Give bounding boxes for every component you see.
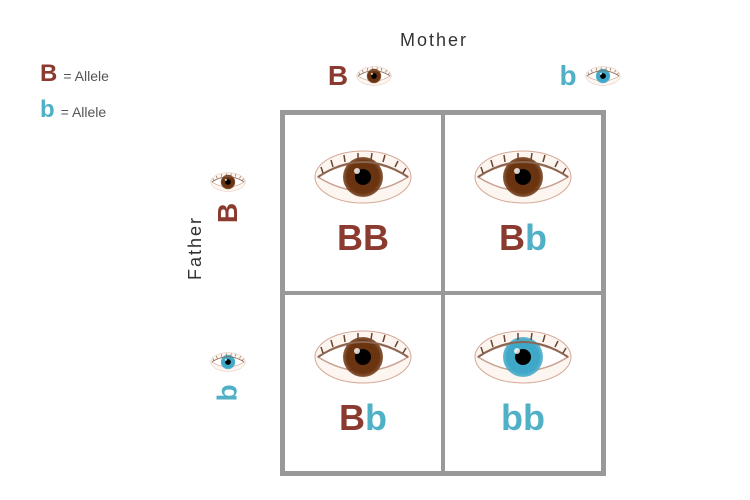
allele-letter: b [559, 60, 576, 92]
genotype-label: Bb [339, 397, 387, 439]
allele-letter: b [212, 384, 244, 401]
eye-icon [468, 327, 578, 387]
allele-legend: B = Allele b = Allele [40, 60, 109, 132]
eye-icon [210, 171, 246, 193]
legend-dominant-letter: B [40, 60, 57, 88]
eye-icon [585, 65, 621, 87]
genotype-label: BB [337, 217, 389, 259]
mother-allele: b [510, 60, 670, 92]
allele-letter: B [328, 60, 348, 92]
father-label: Father [185, 216, 206, 280]
genotype-label: Bb [499, 217, 547, 259]
mother-alleles-row: B b [280, 60, 670, 92]
punnett-cell: bb [443, 293, 603, 473]
mother-allele: B [280, 60, 440, 92]
legend-dominant-text: = Allele [63, 68, 109, 84]
father-alleles-column: B b [210, 110, 246, 470]
father-allele: b [210, 290, 246, 470]
genotype-label: bb [501, 397, 545, 439]
punnett-cell: Bb [443, 113, 603, 293]
eye-icon [468, 147, 578, 207]
mother-label: Mother [400, 30, 468, 51]
eye-icon [356, 65, 392, 87]
eye-icon [308, 327, 418, 387]
eye-icon [308, 147, 418, 207]
father-allele: B [210, 110, 246, 290]
legend-recessive-text: = Allele [61, 104, 107, 120]
punnett-square: BB Bb [280, 110, 606, 476]
legend-recessive-row: b = Allele [40, 96, 109, 124]
punnett-cell: BB [283, 113, 443, 293]
eye-icon [210, 351, 246, 373]
allele-letter: B [212, 203, 244, 223]
legend-dominant-row: B = Allele [40, 60, 109, 88]
punnett-cell: Bb [283, 293, 443, 473]
legend-recessive-letter: b [40, 96, 55, 124]
